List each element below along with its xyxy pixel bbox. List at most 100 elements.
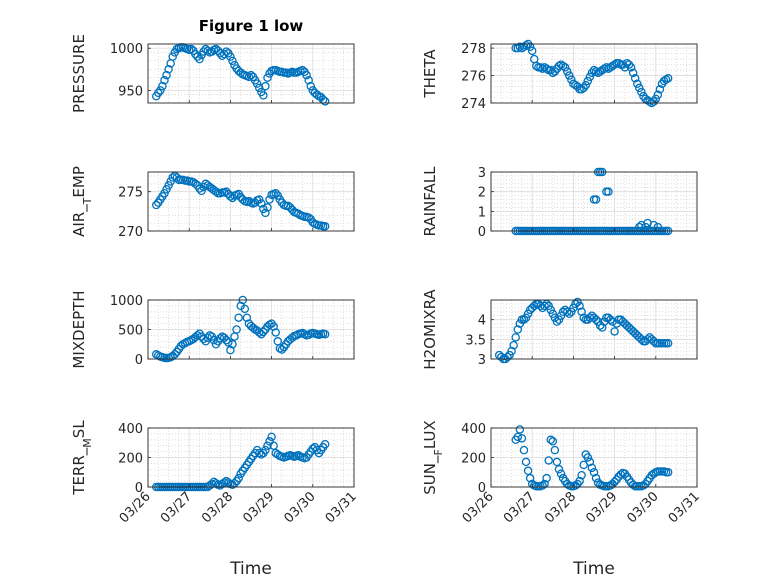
- data-point: [581, 80, 591, 90]
- data-point: [536, 63, 545, 72]
- data-point: [234, 313, 243, 322]
- data-point: [635, 83, 644, 93]
- data-point: [567, 75, 576, 84]
- data-point: [604, 187, 613, 196]
- data-point: [503, 352, 512, 362]
- data-point: [497, 352, 506, 362]
- data-point: [649, 220, 658, 230]
- data-point: [232, 325, 241, 334]
- y-tick-label: 950: [118, 84, 143, 99]
- data-point: [591, 67, 601, 76]
- data-point: [154, 88, 163, 98]
- data-point: [552, 317, 562, 326]
- y-tick-label: 0: [135, 481, 143, 496]
- data-point: [614, 58, 623, 68]
- data-point: [238, 195, 248, 204]
- data-point: [550, 445, 560, 455]
- data-point: [562, 307, 572, 317]
- data-point: [509, 340, 518, 350]
- data-point: [513, 325, 523, 334]
- data-point: [240, 304, 250, 314]
- data-point: [320, 329, 330, 339]
- data-point: [544, 456, 553, 465]
- data-point: [151, 200, 161, 210]
- data-point: [306, 81, 315, 91]
- data-point: [511, 333, 520, 342]
- data-point: [199, 47, 208, 56]
- data-point: [538, 64, 547, 73]
- y-tick-label: 3: [478, 166, 486, 181]
- y-axis-label: TERR_MSL: [70, 420, 94, 496]
- y-axis-label: AIR_TEMP: [70, 166, 94, 237]
- data-point: [219, 478, 229, 487]
- data-point: [527, 46, 537, 56]
- data-point: [320, 439, 330, 449]
- data-point: [538, 481, 547, 490]
- data-point: [542, 64, 551, 73]
- y-tick-label: 0: [135, 353, 143, 368]
- data-point: [515, 425, 525, 434]
- data-point: [585, 72, 595, 82]
- data-point: [637, 87, 646, 97]
- data-point: [628, 480, 638, 490]
- y-tick-label: 278: [461, 42, 486, 57]
- data-point: [577, 470, 586, 480]
- y-axis-label: H2OMIXRA: [421, 289, 439, 370]
- data-point: [298, 65, 307, 75]
- subplot-air_temp: 270 275 AIR_TEMP: [70, 166, 355, 240]
- data-point: [540, 479, 549, 489]
- data-point: [277, 345, 287, 354]
- data-point: [259, 327, 268, 337]
- y-axis-label: SUN_FLUX: [421, 420, 445, 494]
- data-point: [521, 457, 531, 467]
- data-point: [600, 64, 609, 73]
- data-point: [261, 81, 270, 91]
- data-point: [575, 301, 584, 311]
- data-point: [191, 49, 200, 59]
- data-point: [312, 90, 322, 99]
- data-point: [228, 339, 237, 349]
- axes-box: [147, 171, 355, 232]
- data-point: [252, 79, 262, 88]
- data-point: [521, 41, 531, 50]
- plot-area: [491, 172, 697, 231]
- data-point: [263, 441, 272, 450]
- data-point: [226, 192, 235, 201]
- data-point: [591, 195, 601, 204]
- data-point: [164, 65, 173, 74]
- data-point: [575, 476, 584, 486]
- data-point: [222, 335, 231, 345]
- data-point: [224, 478, 233, 487]
- data-point: [263, 73, 272, 82]
- data-point: [589, 467, 599, 477]
- y-tick-label: 0: [478, 481, 486, 496]
- data-point: [170, 350, 180, 359]
- data-point: [663, 339, 673, 348]
- data-point: [540, 301, 549, 311]
- y-tick-label: 4: [478, 314, 486, 329]
- subplot-h2omixra: 3 3.5 4 H2OMIXRA: [421, 289, 698, 370]
- data-point: [565, 309, 574, 319]
- data-point: [653, 90, 663, 100]
- y-axis-label: RAINFALL: [421, 166, 439, 237]
- data-point: [626, 63, 636, 72]
- data-point: [583, 453, 593, 462]
- data-point: [577, 307, 586, 317]
- y-tick-label: 1000: [110, 42, 143, 57]
- data-point: [655, 85, 665, 94]
- axes-box: [490, 43, 698, 104]
- y-tick-label: 1: [478, 205, 486, 220]
- data-point: [226, 345, 235, 355]
- data-point: [246, 70, 256, 80]
- data-point: [222, 187, 231, 196]
- data-point: [263, 203, 272, 212]
- data-point: [513, 432, 523, 442]
- data-point: [633, 79, 642, 89]
- data-point: [226, 52, 235, 61]
- data-point: [222, 47, 231, 56]
- data-point: [203, 46, 212, 55]
- data-point: [542, 473, 551, 483]
- data-point: [308, 444, 318, 453]
- data-point: [224, 338, 233, 347]
